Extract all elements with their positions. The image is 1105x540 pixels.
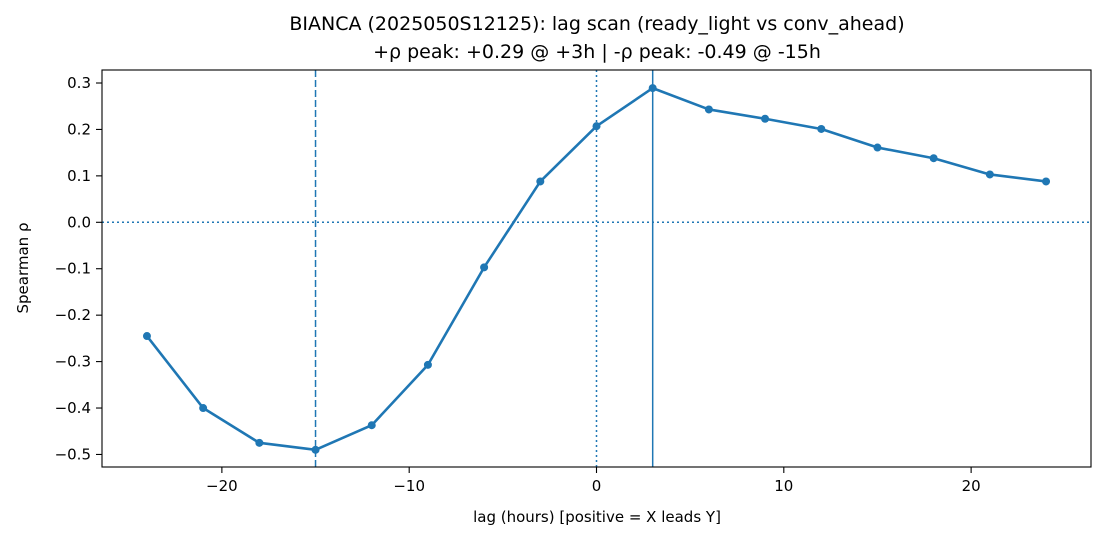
data-point-lag-neg9 — [423, 360, 432, 369]
y-tick-label: −0.3 — [55, 353, 91, 371]
data-point-lag-neg18 — [255, 438, 264, 447]
y-tick-label: −0.4 — [55, 399, 91, 417]
y-tick-label: −0.2 — [55, 306, 91, 324]
y-tick-label: 0.0 — [67, 213, 91, 231]
x-axis-label: lag (hours) [positive = X leads Y] — [473, 508, 721, 526]
data-point-lag-9 — [761, 114, 770, 123]
y-tick-label: −0.5 — [55, 445, 91, 463]
data-point-lag-neg24 — [142, 332, 151, 341]
data-point-lag-15 — [873, 143, 882, 152]
chart-title: BIANCA (2025050S12125): lag scan (ready_… — [289, 13, 904, 35]
data-point-lag-neg15 — [311, 445, 320, 454]
x-tick-label: 20 — [962, 477, 981, 495]
data-point-lag-18 — [929, 154, 938, 163]
data-point-lag-21 — [985, 170, 994, 179]
data-point-lag-neg21 — [199, 404, 208, 413]
y-axis-label: Spearman ρ — [14, 223, 32, 314]
x-tick-label: 10 — [774, 477, 793, 495]
x-tick-label: −20 — [206, 477, 238, 495]
data-point-lag-6 — [704, 105, 713, 114]
plot-area: −20 −10 0 10 20 −0.5 −0.4 −0.3 −0.2 −0.1 0.0 0.1 0.2… — [55, 69, 1092, 495]
y-tick-label: 0.3 — [67, 74, 91, 92]
y-tick-label: −0.1 — [55, 260, 91, 278]
x-tick-label: 0 — [592, 477, 602, 495]
data-point-lag-12 — [817, 124, 826, 133]
chart-subtitle: +ρ peak: +0.29 @ +3h | -ρ peak: -0.49 @ … — [373, 41, 821, 63]
y-tick-label: 0.1 — [67, 167, 91, 185]
x-tick-label: −10 — [393, 477, 425, 495]
y-tick-label: 0.2 — [67, 120, 91, 138]
data-point-lag-neg12 — [367, 421, 376, 430]
data-point-lag-neg6 — [480, 263, 489, 272]
data-point-lag-24 — [1042, 177, 1051, 186]
data-point-lag-3 — [648, 84, 657, 93]
data-point-lag-0 — [592, 122, 601, 131]
data-point-lag-neg3 — [536, 177, 545, 186]
